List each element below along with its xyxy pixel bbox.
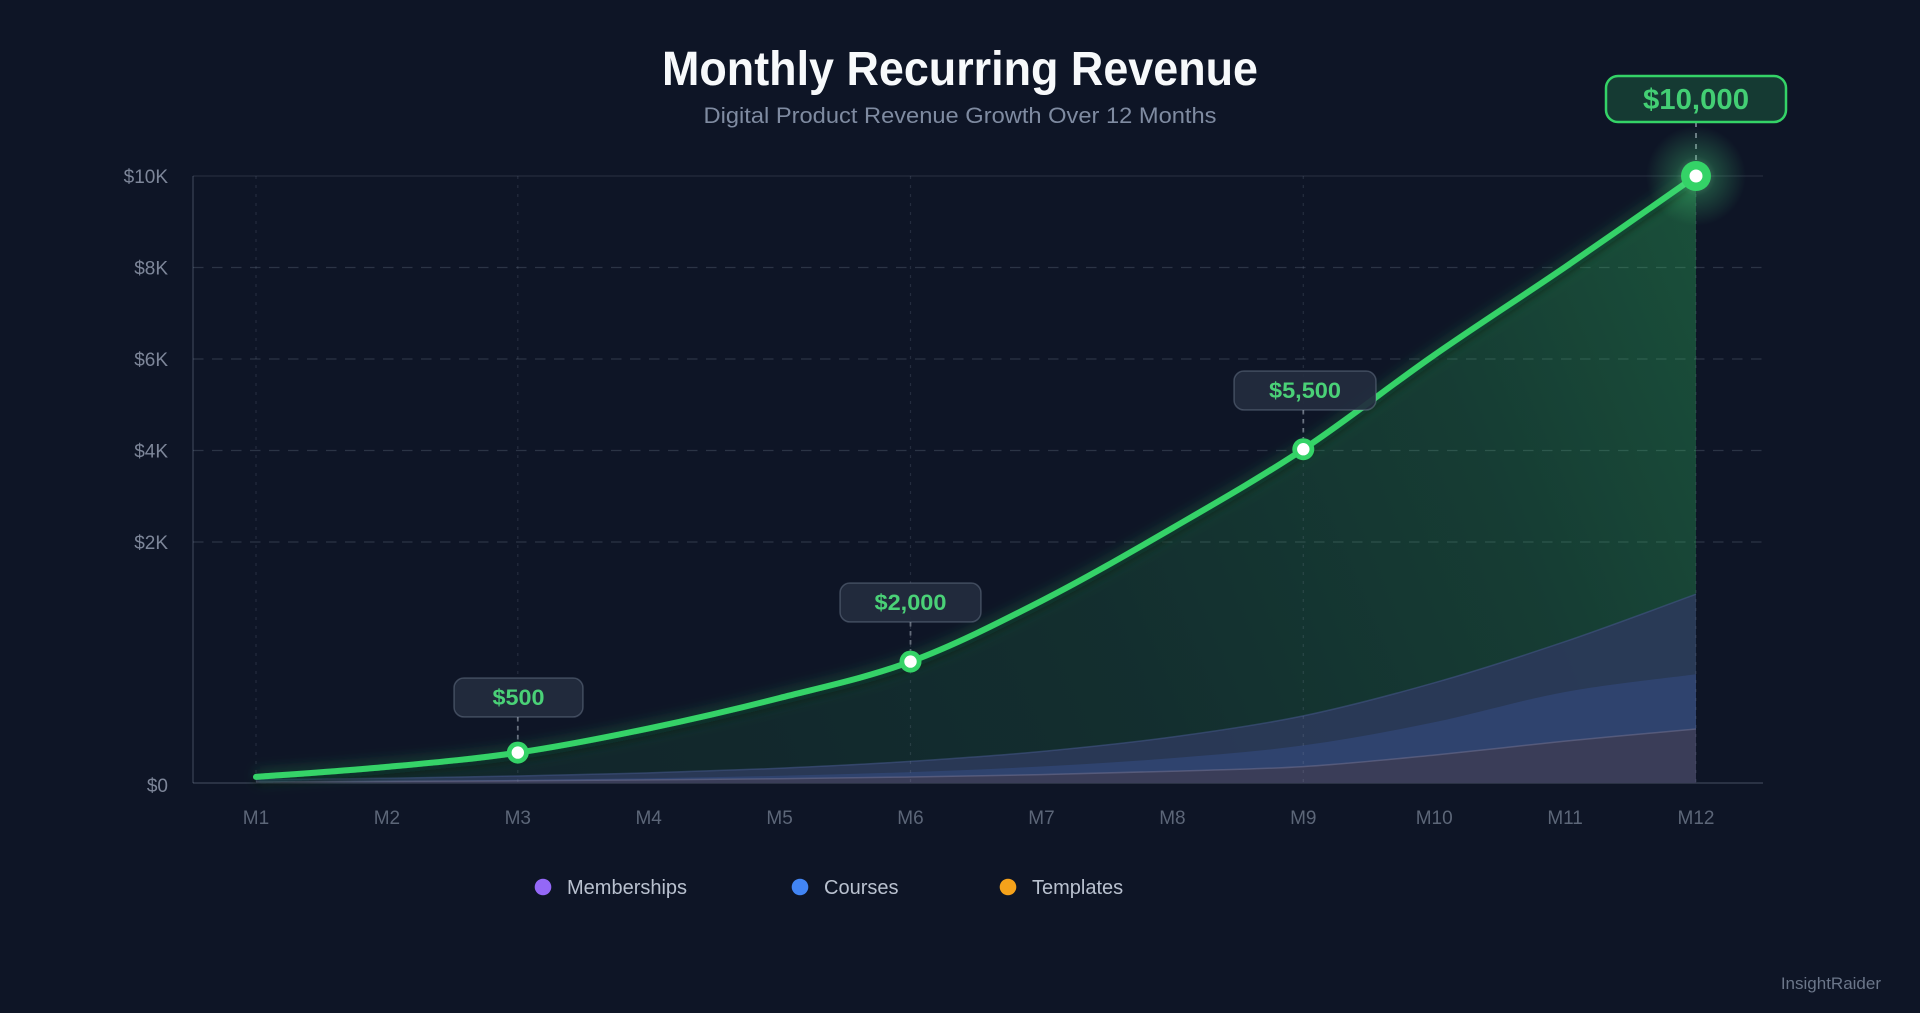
svg-text:M12: M12 xyxy=(1678,808,1715,829)
svg-text:InsightRaider: InsightRaider xyxy=(1781,974,1882,993)
svg-text:$0: $0 xyxy=(147,776,168,797)
svg-text:Digital Product Revenue Growth: Digital Product Revenue Growth Over 12 M… xyxy=(704,103,1217,128)
svg-text:Monthly Recurring Revenue: Monthly Recurring Revenue xyxy=(662,43,1258,96)
svg-text:M7: M7 xyxy=(1028,808,1054,829)
svg-text:$8K: $8K xyxy=(134,259,168,280)
svg-text:Templates: Templates xyxy=(1032,877,1123,899)
svg-text:$4K: $4K xyxy=(134,442,168,463)
svg-text:M8: M8 xyxy=(1159,808,1185,829)
svg-text:Courses: Courses xyxy=(824,877,898,899)
svg-text:M3: M3 xyxy=(505,808,531,829)
svg-text:$2,000: $2,000 xyxy=(875,590,947,615)
svg-text:M9: M9 xyxy=(1290,808,1316,829)
svg-text:$500: $500 xyxy=(493,685,545,710)
svg-text:M10: M10 xyxy=(1416,808,1453,829)
svg-text:M4: M4 xyxy=(635,808,662,829)
svg-text:M11: M11 xyxy=(1547,808,1583,829)
svg-text:M6: M6 xyxy=(897,808,923,829)
svg-text:$2K: $2K xyxy=(134,533,168,554)
svg-text:M1: M1 xyxy=(243,808,269,829)
svg-text:$10K: $10K xyxy=(124,167,169,188)
svg-text:Memberships: Memberships xyxy=(567,877,687,899)
svg-text:$5,500: $5,500 xyxy=(1269,378,1341,403)
svg-text:$10,000: $10,000 xyxy=(1643,84,1749,116)
svg-text:$6K: $6K xyxy=(134,350,168,371)
svg-text:M5: M5 xyxy=(766,808,792,829)
svg-text:M2: M2 xyxy=(374,808,400,829)
